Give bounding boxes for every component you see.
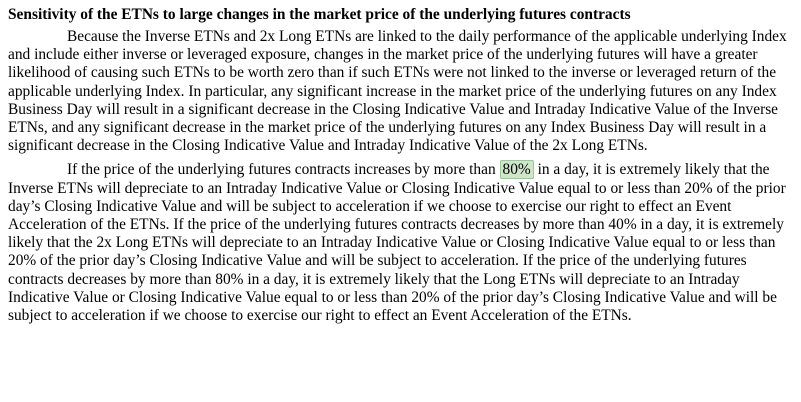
paragraph-1: Because the Inverse ETNs and 2x Long ETN…: [8, 28, 787, 155]
section-heading: Sensitivity of the ETNs to large changes…: [8, 6, 631, 23]
paragraph-2-text-before: If the price of the underlying futures c…: [67, 161, 500, 179]
paragraph-2-text-after: in a day, it is extremely likely that th…: [8, 161, 786, 325]
highlighted-percentage: 80%: [499, 160, 534, 180]
document-body: Sensitivity of the ETNs to large changes…: [8, 5, 796, 331]
paragraph-2: If the price of the underlying futures c…: [8, 160, 796, 325]
